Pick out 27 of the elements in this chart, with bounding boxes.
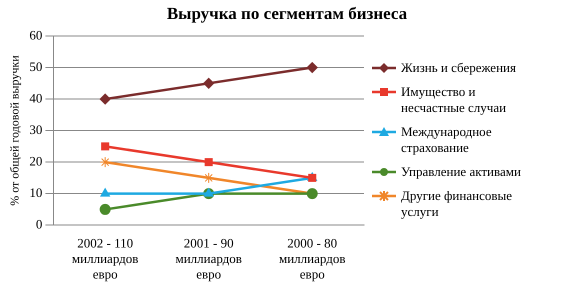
point (100, 94, 111, 105)
legend-label: Управление активами (401, 164, 521, 180)
point (204, 188, 214, 197)
y-tick-label: 60 (29, 27, 42, 42)
y-tick-label: 40 (29, 90, 42, 106)
point (100, 156, 111, 168)
y-tick-label: 50 (29, 58, 42, 74)
point (101, 142, 110, 150)
y-tick-label: 10 (29, 185, 42, 200)
point (306, 62, 318, 74)
legend-label: Другие финансовые услуги (401, 188, 513, 220)
x-tick-label: 2000 - 80 миллиардов евро (279, 235, 346, 282)
x-tick-label: 2002 - 110 миллиардов евро (72, 235, 138, 282)
point (100, 204, 111, 215)
legend-label: Имущество и несчастные случаи (401, 84, 508, 116)
point (100, 188, 110, 197)
point (203, 172, 214, 184)
y-tick-label: 20 (29, 154, 42, 169)
y-axis-title: % от общей годовой выручки (7, 54, 22, 206)
y-tick-label: 0 (36, 216, 42, 232)
legend-label: Жизнь и сбережения (401, 60, 516, 76)
x-tick-label: 2001 - 90 миллиардов евро (175, 235, 242, 282)
point (204, 158, 213, 166)
chart-title: Выручка по сегментам бизнеса (166, 4, 408, 24)
legend-label: Международное страхование (401, 124, 493, 156)
y-tick-label: 30 (29, 122, 42, 138)
point (203, 78, 214, 89)
